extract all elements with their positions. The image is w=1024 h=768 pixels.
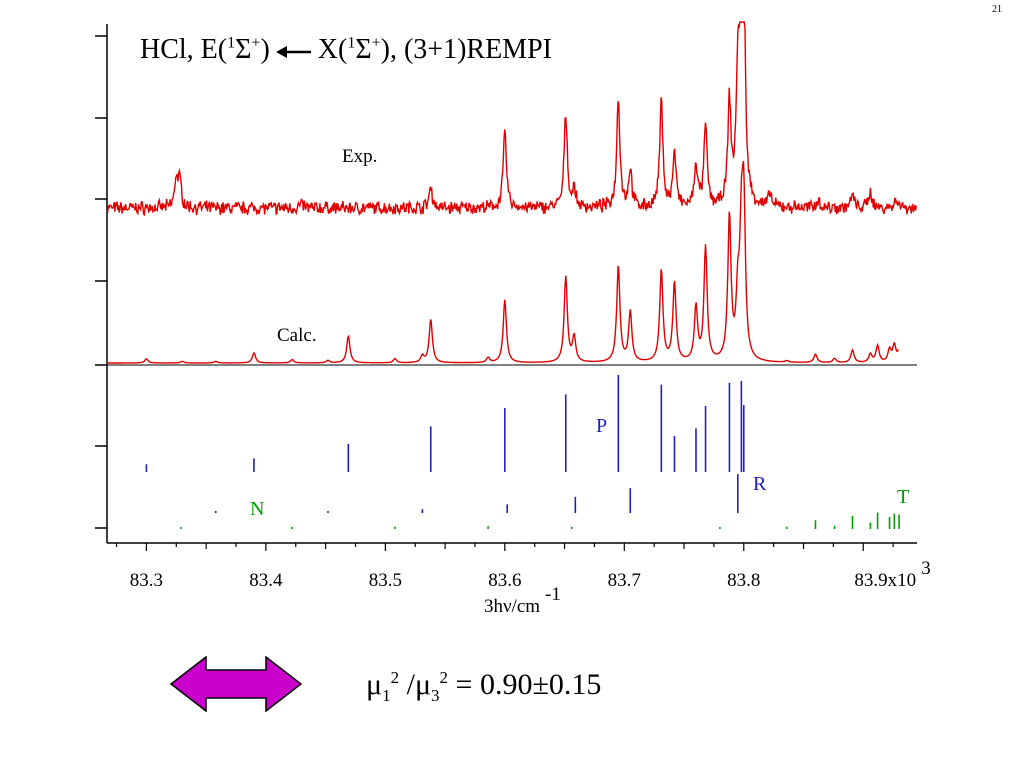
x-tick-label: 83.8 [727,570,760,591]
x-tick-label: 83.6 [488,570,521,591]
x-tick-label-sup: 3 [921,558,931,579]
ratio-sup-3: 2 [439,668,449,687]
exp-label: Exp. [342,146,377,167]
ratio-sup-1: 2 [390,668,400,687]
calculated-trace [107,160,900,364]
ratio-sub-1: 1 [382,686,391,705]
experimental-trace [106,21,917,217]
title-upper-sup: 1 [227,34,236,52]
chart-axes [95,24,917,551]
spectrum-traces [106,21,917,364]
left-arrow-icon [275,45,312,58]
x-axis-label: 3hν/cm [484,596,540,617]
n-branch-label: N [250,498,264,520]
x-tick-label: 83.3 [130,570,163,591]
ratio-mu-3: μ [414,668,432,701]
x-axis-label-sup: -1 [545,584,561,605]
title-lower-sign: + [371,34,381,52]
title-lower-state: Σ [355,34,372,65]
t-branch-label: T [897,486,909,508]
title-molecule: HCl, E( [140,34,228,65]
x-tick-label: 83.7 [608,570,641,591]
title-upper-sign: + [251,34,261,52]
p-branch-label: P [596,415,607,437]
ratio-mu-1: μ [366,668,383,701]
ratio-value: = 0.90±0.15 [448,668,602,701]
title-lower-open: X( [317,34,348,65]
calc-label: Calc. [277,325,317,346]
double-arrow-icon [170,656,302,712]
x-tick-label: 83.9x10 [854,570,916,591]
title-lower-sup: 1 [347,34,356,52]
page-number: 21 [992,4,1002,15]
r-branch-label: R [753,473,767,495]
title-upper-close: ) [260,34,270,65]
title-upper-state: Σ [235,34,252,65]
x-tick-label: 83.5 [369,570,402,591]
ratio-slash: / [399,668,415,701]
mu-ratio: μ12 /μ32 = 0.90±0.15 [366,668,601,706]
stick-spectra [145,375,900,529]
double-arrow-shape [170,656,302,712]
ratio-sub-3: 3 [431,686,440,705]
slide-title: HCl, E(1Σ+) X(1Σ+), (3+1)REMPI [140,34,552,66]
x-tick-label: 83.4 [249,570,283,591]
title-lower-close: ), (3+1)REMPI [380,34,552,65]
